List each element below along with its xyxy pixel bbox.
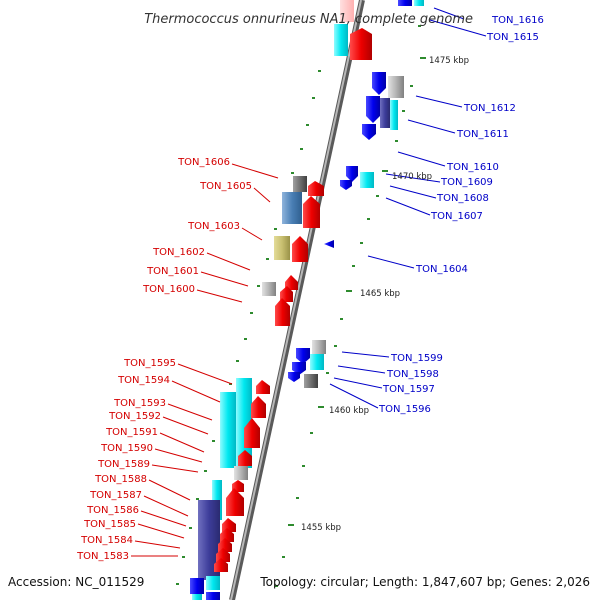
left-leader-lines bbox=[131, 163, 279, 557]
gene-arrow bbox=[324, 240, 334, 248]
gene-label: TON_1594 bbox=[117, 375, 170, 386]
gene-label: TON_1602 bbox=[152, 247, 205, 258]
gene-arrow bbox=[244, 418, 260, 448]
gene-arrow bbox=[251, 396, 266, 418]
gene-block bbox=[334, 24, 348, 56]
gene-block bbox=[414, 0, 424, 6]
gene-arrow bbox=[220, 528, 234, 542]
gene-label: TON_1588 bbox=[94, 474, 147, 485]
gene-arrow bbox=[308, 181, 324, 196]
gene-arrow bbox=[285, 275, 298, 290]
gene-block bbox=[312, 340, 326, 354]
gene-block bbox=[398, 0, 412, 6]
kbp-label: 1465 kbp bbox=[360, 289, 400, 299]
gene-label: TON_1604 bbox=[415, 264, 468, 275]
gene-label: TON_1612 bbox=[463, 103, 516, 114]
gene-label: TON_1589 bbox=[97, 459, 150, 470]
kbp-label: 1455 kbp bbox=[301, 523, 341, 533]
gene-label: TON_1606 bbox=[177, 157, 230, 168]
gene-arrow bbox=[340, 180, 352, 190]
gene-arrow bbox=[275, 298, 290, 326]
gene-arrow bbox=[303, 196, 320, 228]
gene-label: TON_1584 bbox=[80, 535, 133, 546]
reverse-strand-features bbox=[288, 0, 424, 388]
gene-block bbox=[192, 594, 202, 600]
gene-block bbox=[340, 0, 354, 22]
gene-label: TON_1611 bbox=[456, 129, 509, 140]
gene-label: TON_1609 bbox=[440, 177, 493, 188]
gene-arrow bbox=[238, 450, 252, 466]
gene-block bbox=[274, 236, 290, 260]
gene-arrow bbox=[366, 96, 380, 123]
gene-label: TON_1599 bbox=[390, 353, 443, 364]
gene-label: TON_1601 bbox=[146, 266, 199, 277]
gene-block bbox=[380, 98, 390, 128]
right-leader-lines bbox=[329, 7, 487, 409]
gene-block bbox=[206, 576, 220, 590]
gene-block bbox=[198, 500, 220, 580]
gene-arrow bbox=[296, 348, 310, 364]
gene-block bbox=[304, 374, 318, 388]
gene-label: TON_1595 bbox=[123, 358, 176, 369]
gene-arrow bbox=[372, 72, 386, 95]
gene-label: TON_1586 bbox=[86, 505, 139, 516]
gene-label: TON_1585 bbox=[83, 519, 136, 530]
kbp-label: 1470 kbp bbox=[392, 172, 432, 182]
gene-arrow bbox=[292, 236, 308, 262]
gene-block bbox=[262, 282, 276, 296]
map-title: Thermococcus onnurineus NA1, complete ge… bbox=[144, 12, 473, 27]
gene-arrow bbox=[292, 362, 306, 375]
gene-block bbox=[360, 172, 374, 188]
gene-block bbox=[234, 466, 248, 480]
gene-label: TON_1598 bbox=[386, 369, 439, 380]
gene-label: TON_1583 bbox=[76, 551, 129, 562]
gene-label: TON_1610 bbox=[446, 162, 499, 173]
gene-label: TON_1593 bbox=[113, 398, 166, 409]
gene-label: TON_1600 bbox=[142, 284, 195, 295]
kbp-label: 1460 kbp bbox=[329, 406, 369, 416]
gene-block bbox=[390, 100, 398, 130]
forward-strand-features bbox=[190, 0, 372, 600]
gene-label: TON_1616 bbox=[491, 15, 544, 26]
gene-label: TON_1597 bbox=[382, 384, 435, 395]
gene-arrow bbox=[256, 380, 270, 394]
gene-block bbox=[282, 192, 302, 224]
gene-arrow bbox=[346, 166, 358, 182]
gene-block bbox=[206, 592, 220, 600]
gene-arrow bbox=[288, 372, 300, 382]
gene-block bbox=[388, 76, 404, 98]
topology-label: Topology: circular; Length: 1,847,607 bp… bbox=[259, 575, 590, 589]
gene-arrow bbox=[214, 558, 228, 572]
gene-block bbox=[190, 578, 204, 594]
gene-label: TON_1592 bbox=[108, 411, 161, 422]
gene-label: TON_1603 bbox=[187, 221, 240, 232]
gene-label: TON_1607 bbox=[430, 211, 483, 222]
gene-label: TON_1615 bbox=[486, 32, 539, 43]
gene-block bbox=[310, 354, 324, 370]
gene-arrow bbox=[218, 538, 232, 552]
gene-label: TON_1590 bbox=[100, 443, 153, 454]
gene-block bbox=[293, 176, 307, 192]
gene-arrow bbox=[362, 124, 376, 140]
gene-arrow bbox=[222, 518, 236, 532]
accession-label: Accession: NC_011529 bbox=[8, 575, 144, 589]
gene-label: TON_1596 bbox=[378, 404, 431, 415]
gene-block bbox=[220, 392, 236, 468]
gene-arrow bbox=[226, 488, 244, 516]
gene-arrow bbox=[216, 548, 230, 562]
genome-backbone-highlight bbox=[230, 0, 362, 600]
gene-label: TON_1587 bbox=[89, 490, 142, 501]
gene-label: TON_1605 bbox=[199, 181, 252, 192]
gene-arrow bbox=[280, 286, 293, 302]
gene-label: TON_1591 bbox=[105, 427, 158, 438]
kbp-label: 1475 kbp bbox=[429, 56, 469, 66]
gene-arrow bbox=[350, 28, 372, 60]
gene-label: TON_1608 bbox=[436, 193, 489, 204]
